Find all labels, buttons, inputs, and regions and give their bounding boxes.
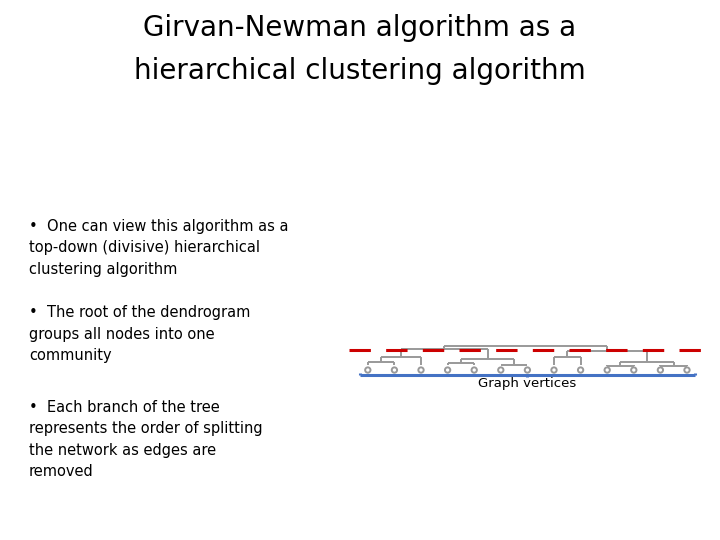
Text: Girvan-Newman algorithm as a: Girvan-Newman algorithm as a — [143, 14, 577, 42]
Text: •  The root of the dendrogram
groups all nodes into one
community: • The root of the dendrogram groups all … — [29, 305, 250, 363]
Text: •  Each branch of the tree
represents the order of splitting
the network as edge: • Each branch of the tree represents the… — [29, 400, 262, 480]
Text: hierarchical clustering algorithm: hierarchical clustering algorithm — [134, 57, 586, 85]
Text: Graph vertices: Graph vertices — [478, 377, 577, 390]
Text: •  One can view this algorithm as a
top-down (divisive) hierarchical
clustering : • One can view this algorithm as a top-d… — [29, 219, 288, 277]
